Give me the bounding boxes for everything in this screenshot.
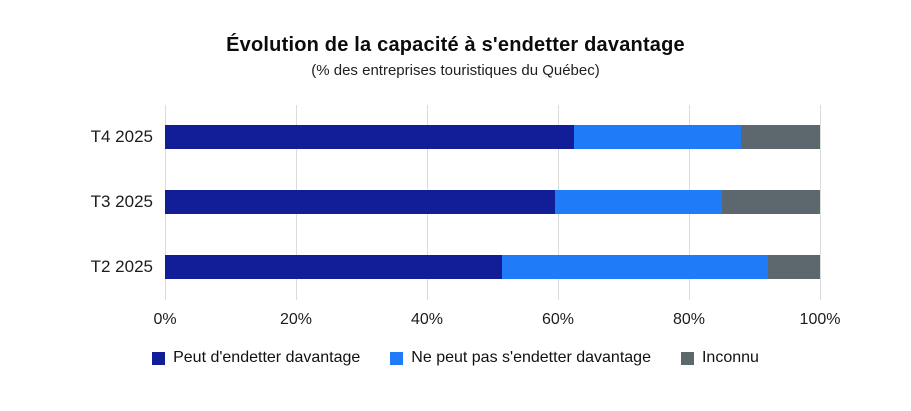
legend-label: Peut d'endetter davantage xyxy=(173,349,361,366)
y-axis-label: T2 2025 xyxy=(90,257,153,276)
gridline xyxy=(820,105,821,300)
bar-segment[interactable] xyxy=(502,255,768,279)
legend-label: Inconnu xyxy=(701,349,759,366)
bar-segment[interactable] xyxy=(741,125,820,149)
chart-title: Évolution de la capacité à s'endetter da… xyxy=(226,34,685,56)
legend-item-inconnu: Inconnu xyxy=(680,349,759,367)
bar-segment[interactable] xyxy=(574,125,742,149)
legend-label: Ne peut pas s'endetter davantage xyxy=(411,349,651,366)
bar-segment[interactable] xyxy=(165,125,575,149)
x-tick-label: 100% xyxy=(799,311,841,328)
chart-subtitle: (% des entreprises touristiques du Québe… xyxy=(311,62,600,79)
y-axis-label: T3 2025 xyxy=(90,192,153,211)
bar-row xyxy=(165,125,820,149)
bar-row xyxy=(165,190,820,214)
y-axis-label: T4 2025 xyxy=(90,127,153,146)
x-tick-label: 40% xyxy=(410,311,444,328)
bar-segment[interactable] xyxy=(165,255,503,279)
legend: Peut d'endetter davantage Ne peut pas s'… xyxy=(0,349,911,367)
legend-swatch-dark-blue xyxy=(152,351,166,365)
bar-segment[interactable] xyxy=(554,190,722,214)
x-tick-label: 60% xyxy=(541,311,575,328)
legend-item-ne-peut-pas: Ne peut pas s'endetter davantage xyxy=(390,349,651,367)
bar-segment[interactable] xyxy=(165,190,555,214)
legend-item-peut-endetter: Peut d'endetter davantage xyxy=(152,349,360,367)
legend-swatch-gray xyxy=(680,351,694,365)
bar-segment[interactable] xyxy=(767,255,820,279)
x-tick-label: 0% xyxy=(153,311,177,328)
bar-row xyxy=(165,255,820,279)
bar-segment[interactable] xyxy=(721,190,820,214)
plot-area: 0% 20% 40% 60% 80% 100% xyxy=(153,105,840,328)
x-tick-label: 20% xyxy=(279,311,313,328)
x-tick-label: 80% xyxy=(672,311,706,328)
legend-swatch-light-blue xyxy=(390,351,404,365)
